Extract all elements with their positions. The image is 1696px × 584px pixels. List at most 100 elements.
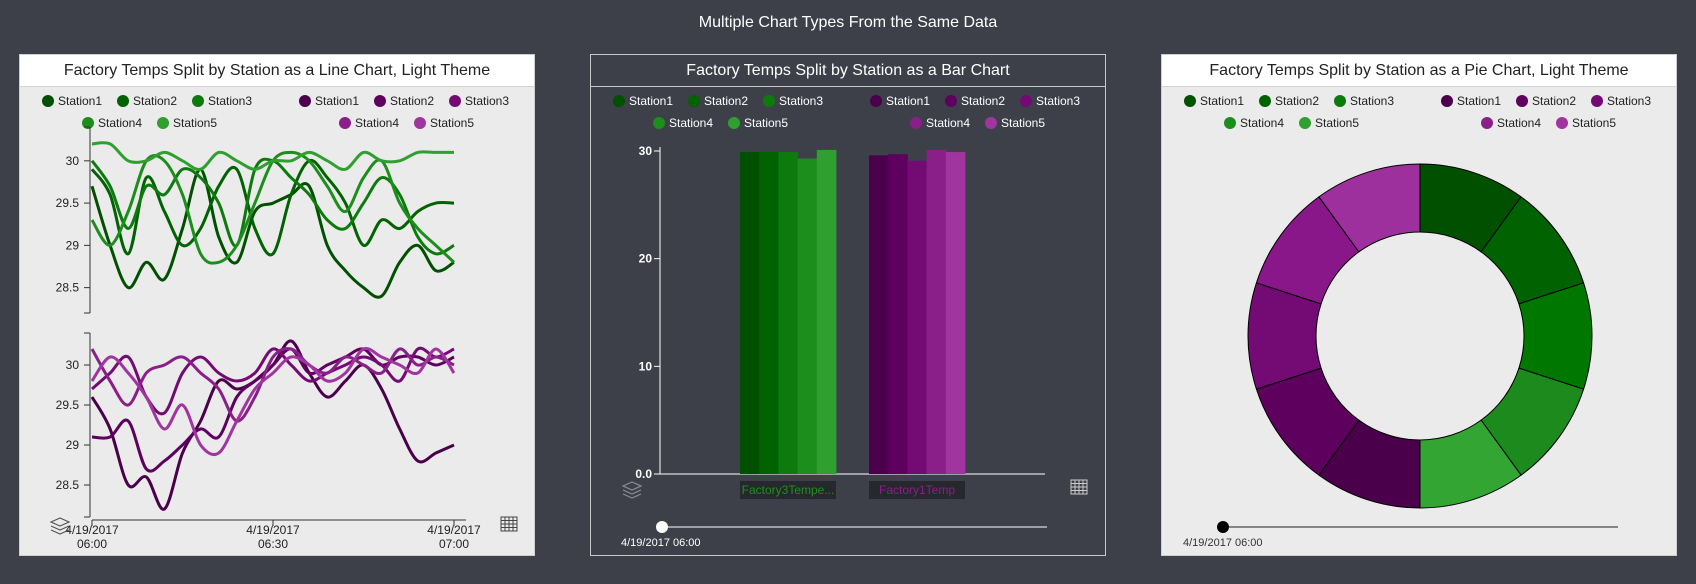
legend-swatch-green[interactable] — [192, 95, 204, 107]
legend-swatch-purple[interactable] — [1591, 95, 1603, 107]
bar-chart-panel: Factory Temps Split by Station as a Bar … — [590, 54, 1106, 556]
legend-swatch-green[interactable] — [688, 95, 700, 107]
bar[interactable] — [926, 149, 947, 474]
legend-swatch-purple[interactable] — [1556, 117, 1568, 129]
bar[interactable] — [869, 155, 889, 474]
legend-swatch-green[interactable] — [653, 117, 665, 129]
legend-label[interactable]: Station2 — [961, 94, 1005, 108]
line-legend: Station1 Station2 Station3 Station4 Station5… — [42, 94, 509, 130]
legend-swatch-purple[interactable] — [1516, 95, 1528, 107]
legend-swatch-purple[interactable] — [1020, 95, 1032, 107]
legend-label[interactable]: Station1 — [1457, 94, 1501, 108]
legend-swatch-green[interactable] — [1334, 95, 1346, 107]
y-tick-label: 30 — [66, 358, 80, 372]
legend-label[interactable]: Station1 — [886, 94, 930, 108]
legend-swatch-green[interactable] — [157, 117, 169, 129]
line-series-station3[interactable] — [90, 157, 455, 256]
legend-label[interactable]: Station5 — [1001, 116, 1045, 130]
legend-label[interactable]: Station4 — [1240, 116, 1284, 130]
pie-plot-area — [1247, 163, 1593, 509]
pie-chart-title: Factory Temps Split by Station as a Pie … — [1162, 55, 1676, 87]
legend-label[interactable]: Station3 — [208, 94, 252, 108]
bar[interactable] — [888, 154, 908, 474]
legend-label[interactable]: Station1 — [58, 94, 102, 108]
legend-label[interactable]: Station4 — [355, 116, 399, 130]
legend-swatch-green[interactable] — [42, 95, 54, 107]
legend-swatch-purple[interactable] — [1441, 95, 1453, 107]
legend-swatch-green[interactable] — [82, 117, 94, 129]
legend-label[interactable]: Station5 — [1315, 116, 1359, 130]
legend-swatch-purple[interactable] — [449, 95, 461, 107]
time-slider-handle[interactable] — [1217, 521, 1229, 533]
x-tick-label-date: 4/19/2017 — [427, 523, 481, 537]
bar[interactable] — [778, 152, 798, 474]
legend-swatch-purple[interactable] — [339, 117, 351, 129]
legend-swatch-green[interactable] — [1224, 117, 1236, 129]
legend-swatch-purple[interactable] — [870, 95, 882, 107]
legend-swatch-green[interactable] — [1259, 95, 1271, 107]
line-series-station5[interactable] — [90, 346, 456, 457]
bar[interactable] — [797, 158, 818, 474]
legend-label[interactable]: Station1 — [629, 94, 673, 108]
table-icon[interactable] — [500, 516, 518, 532]
legend-label[interactable]: Station2 — [390, 94, 434, 108]
line-series-station2[interactable] — [90, 158, 455, 257]
time-slider-handle[interactable] — [656, 521, 668, 533]
bar[interactable] — [945, 152, 966, 474]
legend-label[interactable]: Station5 — [1572, 116, 1616, 130]
legend-label[interactable]: Station3 — [779, 94, 823, 108]
legend-swatch-green[interactable] — [117, 95, 129, 107]
bar[interactable] — [907, 160, 927, 474]
legend-label[interactable]: Station4 — [669, 116, 713, 130]
pie-slice-station5[interactable] — [1318, 163, 1421, 253]
line-series-station4[interactable] — [90, 150, 456, 265]
legend-label[interactable]: Station3 — [1607, 94, 1651, 108]
line-series-station5[interactable] — [91, 141, 454, 171]
legend-label[interactable]: Station3 — [1350, 94, 1394, 108]
legend-label[interactable]: Station5 — [744, 116, 788, 130]
legend-swatch-green[interactable] — [1184, 95, 1196, 107]
bar[interactable] — [740, 152, 760, 474]
bar[interactable] — [816, 149, 837, 474]
legend-label[interactable]: Station4 — [98, 116, 142, 130]
layers-icon[interactable] — [621, 481, 643, 499]
legend-label[interactable]: Station3 — [465, 94, 509, 108]
table-icon[interactable] — [1070, 479, 1088, 495]
category-label-box — [869, 481, 965, 499]
legend-label[interactable]: Station5 — [173, 116, 217, 130]
time-slider-label: 4/19/2017 06:00 — [1183, 537, 1263, 549]
bar-chart: Station1 Station2 Station3 Station4 Station5… — [613, 94, 1088, 549]
legend-label[interactable]: Station4 — [926, 116, 970, 130]
legend-swatch-purple[interactable] — [374, 95, 386, 107]
legend-swatch-purple[interactable] — [299, 95, 311, 107]
legend-swatch-purple[interactable] — [414, 117, 426, 129]
y-tick-label: 20 — [639, 252, 653, 266]
legend-swatch-green[interactable] — [728, 117, 740, 129]
legend-swatch-purple[interactable] — [945, 95, 957, 107]
legend-label[interactable]: Station2 — [133, 94, 177, 108]
line-series-station1[interactable] — [90, 167, 455, 299]
y-tick-label: 28.5 — [56, 281, 80, 295]
legend-swatch-purple[interactable] — [985, 117, 997, 129]
legend-label[interactable]: Station2 — [1275, 94, 1319, 108]
legend-swatch-purple[interactable] — [1481, 117, 1493, 129]
legend-swatch-green[interactable] — [1299, 117, 1311, 129]
category-label-box — [740, 481, 836, 499]
legend-label[interactable]: Station5 — [430, 116, 474, 130]
y-tick-label: 29 — [66, 238, 80, 252]
line-series-station4[interactable] — [90, 347, 455, 423]
legend-label[interactable]: Station3 — [1036, 94, 1080, 108]
legend-label[interactable]: Station2 — [1532, 94, 1576, 108]
legend-label[interactable]: Station1 — [1200, 94, 1244, 108]
page-title: Multiple Chart Types From the Same Data — [698, 14, 998, 31]
time-slider-label: 4/19/2017 06:00 — [621, 537, 701, 549]
legend-label[interactable]: Station2 — [704, 94, 748, 108]
bar[interactable] — [759, 152, 779, 474]
legend-label[interactable]: Station4 — [1497, 116, 1541, 130]
layers-icon[interactable] — [49, 517, 71, 535]
legend-label[interactable]: Station1 — [315, 94, 359, 108]
legend-swatch-green[interactable] — [613, 95, 625, 107]
legend-swatch-green[interactable] — [763, 95, 775, 107]
line-series-station2[interactable] — [91, 347, 455, 473]
legend-swatch-purple[interactable] — [910, 117, 922, 129]
